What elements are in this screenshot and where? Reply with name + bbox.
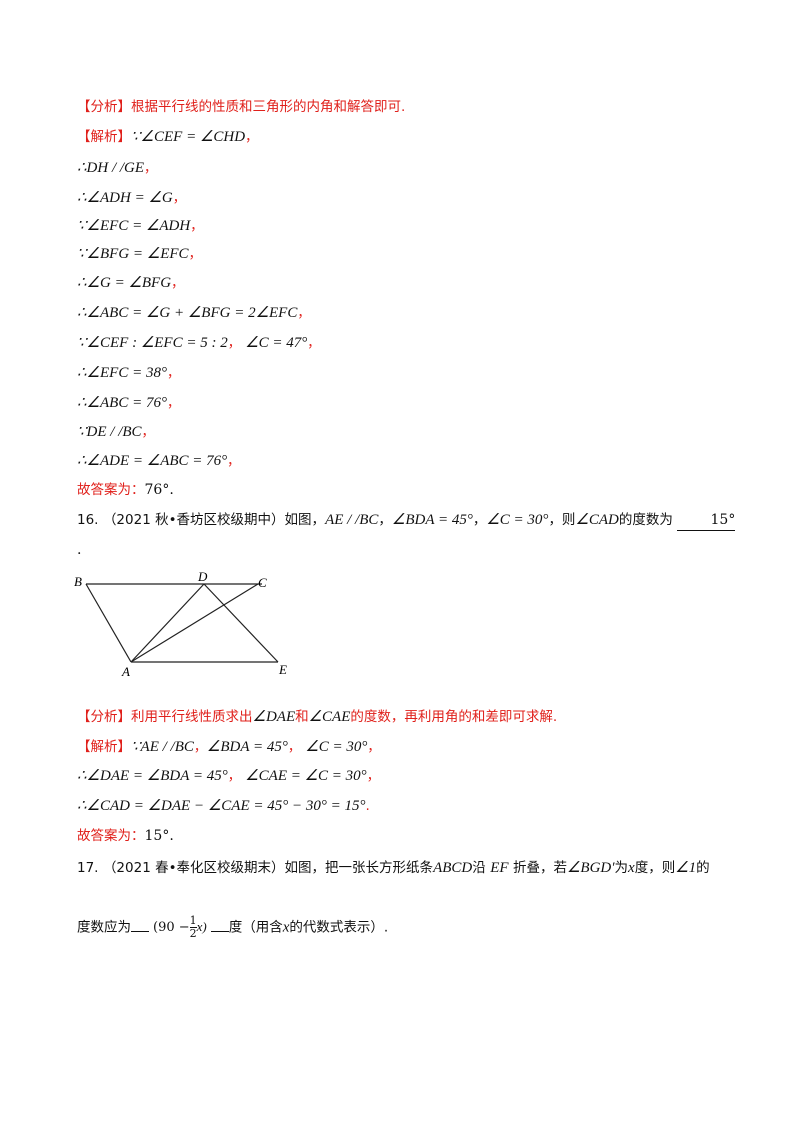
q16-geometry-figure: B D C A E <box>70 566 300 685</box>
q17-question-line1: 17. （2021 春•奉化区校级期末）如图，把一张长方形纸条ABCD沿 EF … <box>77 860 710 876</box>
q15-step-3: ∴∠ADH = ∠G， <box>77 190 186 206</box>
analysis-text: 根据平行线的性质和三角形的内角和解答即可. <box>131 99 406 115</box>
q16-analysis: 【分析】利用平行线性质求出∠DAE和∠CAE的度数，再利用角的和差即可求解. <box>77 709 558 725</box>
q17-question-line2: 度数应为 (90 −1 2 x) 度（用含x的代数式表示）. <box>77 910 388 945</box>
segment-BA <box>85 583 132 663</box>
solution-tag: 【解析】 <box>77 129 131 145</box>
q16-question: 16. （2021 秋•香坊区校级期中）如图，AE / /BC，∠BDA = 4… <box>77 510 736 531</box>
q15-step-1: 【解析】∵∠CEF = ∠CHD， <box>77 129 259 145</box>
q15-step-4: ∵∠EFC = ∠ADH， <box>77 218 204 234</box>
analysis-tag: 【分析】 <box>77 99 131 115</box>
q15-step-10: ∴∠ABC = 76°， <box>77 395 180 411</box>
label-C: C <box>258 575 267 590</box>
q16-answer: 故答案为：15°. <box>77 828 174 844</box>
q16-solution-1: 【解析】∵AE / /BC，∠BDA = 45°， ∠C = 30°， <box>77 739 381 755</box>
answer-value: 76°. <box>144 482 174 498</box>
answer-label: 故答案为： <box>77 482 145 498</box>
label-D: D <box>197 569 208 584</box>
answer-expression: (90 −1 2 x) <box>153 913 207 940</box>
q15-step-5: ∵∠BFG = ∠EFC， <box>77 246 202 262</box>
q15-step-8: ∵∠CEF : ∠EFC = 5 : 2， ∠C = 47°， <box>77 335 321 351</box>
q15-analysis: 【分析】根据平行线的性质和三角形的内角和解答即可. <box>77 97 405 117</box>
q16-period: . <box>77 542 82 558</box>
label-B: B <box>74 574 82 589</box>
segment-AD <box>130 583 205 663</box>
segment-AC <box>130 583 259 663</box>
q15-step-7: ∴∠ABC = ∠G + ∠BFG = 2∠EFC， <box>77 305 311 321</box>
q16-solution-3: ∴∠CAD = ∠DAE − ∠CAE = 45° − 30° = 15°. <box>77 798 370 814</box>
label-E: E <box>278 662 287 677</box>
label-A: A <box>121 664 130 679</box>
q15-step-11: ∵DE / /BC， <box>77 424 155 440</box>
q15-answer: 故答案为：76°. <box>77 480 174 500</box>
q15-step-6: ∴∠G = ∠BFG， <box>77 275 185 291</box>
answer-blank: 15° <box>677 510 736 531</box>
segment-DE <box>203 583 279 663</box>
q16-solution-2: ∴∠DAE = ∠BDA = 45°， ∠CAE = ∠C = 30°， <box>77 768 380 784</box>
triangle-figure: B D C A E <box>74 569 287 679</box>
q15-step-12: ∴∠ADE = ∠ABC = 76°， <box>77 453 241 469</box>
q15-step-9: ∴∠EFC = 38°， <box>77 365 180 381</box>
q15-step-2: ∴DH / /GE， <box>77 160 158 176</box>
